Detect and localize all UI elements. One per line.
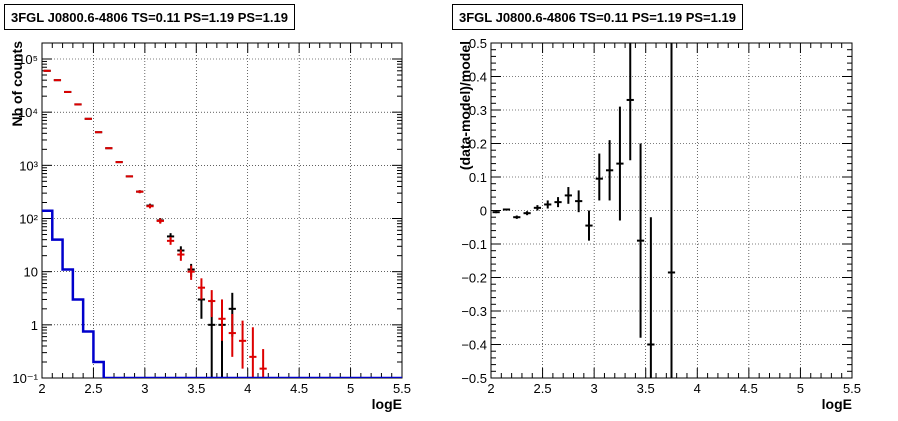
x-tick-label: 5.5 [393, 381, 411, 396]
x-tick-label: 3.5 [187, 381, 205, 396]
data-point [533, 205, 542, 211]
x-tick-label: 2.5 [534, 381, 552, 396]
data-point [238, 320, 247, 369]
data-point [208, 290, 216, 318]
chart-residuals: 2 2.5 3 3.5 4 4.5 5 5.5 −0.5 −0.4 −0.3 −0.2 −0.1 0 0.1… [457, 36, 861, 412]
left-chart-title: 3FGL J0800.6-4806 TS=0.11 PS=1.19 PS=1.1… [4, 4, 295, 30]
x-tick-label: 2 [487, 381, 494, 396]
data-point [585, 210, 593, 241]
series-0 [43, 69, 236, 378]
data-point [156, 218, 164, 224]
y-tick-label: 0.4 [469, 70, 487, 85]
y-tick-label: −0.4 [461, 338, 487, 353]
data-point [218, 299, 226, 341]
data-point [616, 106, 624, 221]
y-tick-label: −0.3 [461, 304, 487, 319]
x-tick-label: 5.5 [843, 381, 861, 396]
series-0 [492, 43, 676, 378]
data-point [554, 197, 562, 208]
x-tick-label: 3 [591, 381, 598, 396]
y-tick-label: 10⁵ [18, 52, 38, 67]
y-tick-label: 1 [31, 318, 38, 333]
x-tick-label: 4 [244, 381, 251, 396]
data-point [523, 211, 531, 216]
y-tick-label: 0.2 [469, 137, 487, 152]
data-point [249, 327, 257, 378]
data-point [187, 265, 195, 280]
data-point [636, 143, 645, 338]
x-axis-label: logE [822, 396, 852, 412]
data-point [513, 215, 521, 219]
y-tick-label: 0.5 [469, 36, 487, 51]
y-tick-label: 10⁴ [18, 105, 38, 120]
series-1 [43, 69, 267, 378]
data-point [197, 278, 206, 300]
y-tick-label: 10 [24, 265, 38, 280]
x-tick-label: 2 [38, 381, 45, 396]
y-tick-label: 10³ [19, 158, 38, 173]
y-tick-label: 0 [480, 204, 487, 219]
data-point [564, 187, 572, 204]
data-point [177, 249, 185, 261]
data-point [647, 217, 655, 378]
data-point [259, 349, 267, 378]
data-point [626, 43, 634, 161]
data-point [136, 190, 144, 194]
data-point [606, 140, 614, 201]
y-tick-label: −0.1 [461, 237, 487, 252]
data-point [166, 236, 175, 245]
x-tick-label: 4.5 [290, 381, 308, 396]
data-point [595, 153, 603, 201]
model-histogram [42, 209, 402, 378]
x-tick-label: 5 [797, 381, 804, 396]
y-axis-label: Nb of counts [9, 41, 25, 127]
data-point [544, 200, 552, 209]
plot-area [42, 69, 402, 378]
y-tick-label: 0.1 [469, 170, 487, 185]
chart-counts: 2 2.5 3 3.5 4 4.5 5 5.5 10⁻¹ 1 10 10² 10³ 10⁴ 10⁵ logE N… [9, 41, 411, 412]
x-tick-label: 4.5 [740, 381, 758, 396]
data-point [575, 190, 583, 213]
x-axis-label: logE [372, 396, 402, 412]
y-axis-label: (data-model)/model [457, 41, 473, 170]
plot-area [492, 43, 676, 378]
data-point [228, 313, 236, 357]
data-point [502, 208, 511, 211]
y-tick-label: 10² [19, 212, 38, 227]
y-tick-label: −0.2 [461, 271, 487, 286]
x-tick-label: 2.5 [84, 381, 102, 396]
y-tick-label: −0.5 [461, 371, 487, 386]
series-2 [42, 209, 402, 378]
data-point [146, 204, 154, 209]
x-tick-label: 5 [347, 381, 354, 396]
x-tick-label: 3 [141, 381, 148, 396]
data-point [667, 43, 676, 378]
x-tick-label: 3.5 [637, 381, 655, 396]
right-chart-title: 3FGL J0800.6-4806 TS=0.11 PS=1.19 PS=1.1… [452, 4, 743, 30]
y-tick-label: 10⁻¹ [12, 371, 38, 386]
y-tick-label: 0.3 [469, 103, 487, 118]
data-point [492, 211, 500, 214]
x-tick-label: 4 [694, 381, 701, 396]
